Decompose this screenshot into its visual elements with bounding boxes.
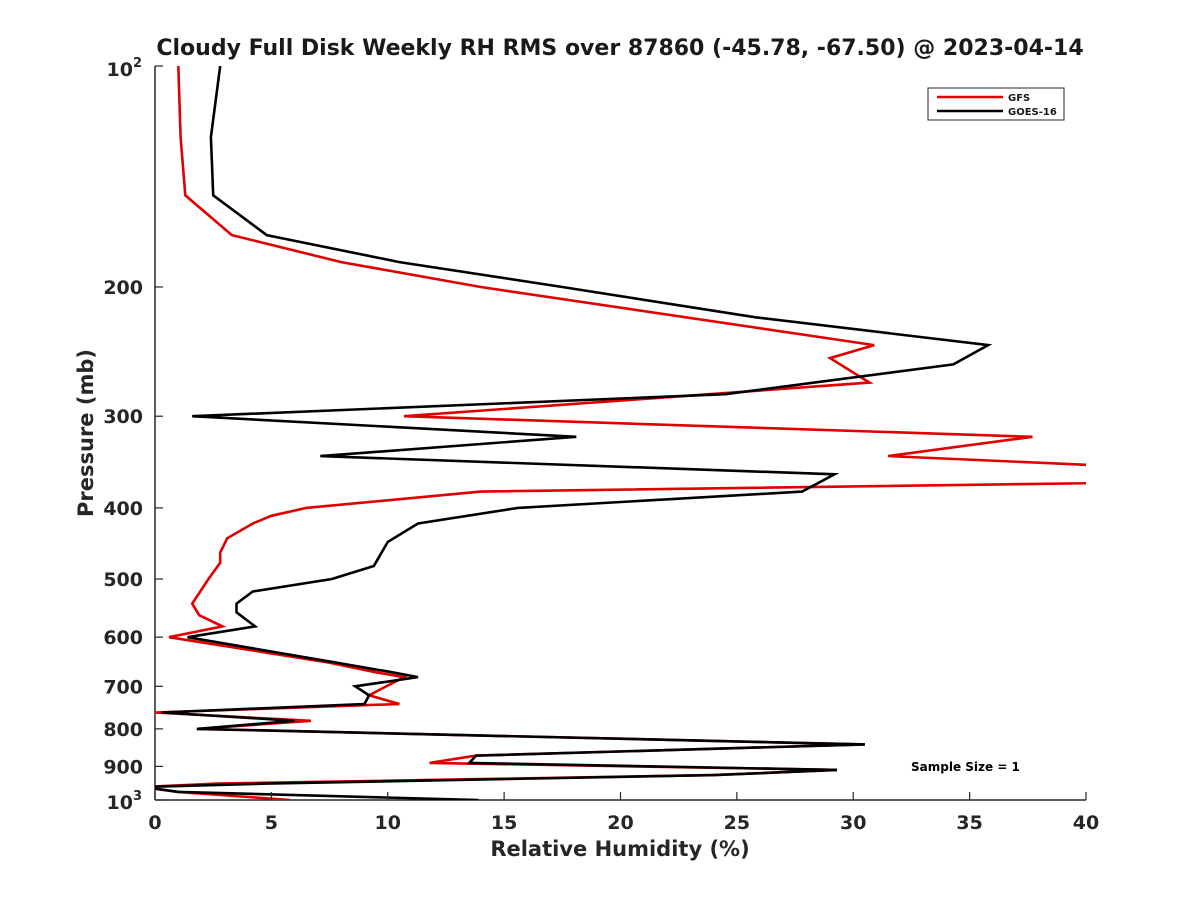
x-tick-label: 20 [607, 812, 633, 834]
chart-title: Cloudy Full Disk Weekly RH RMS over 8786… [156, 36, 1083, 61]
y-axis-label: Pressure (mb) [74, 349, 98, 517]
y-tick-label-bottom: 103 [107, 789, 143, 814]
y-tick-label: 900 [103, 756, 143, 778]
x-tick-label: 10 [375, 812, 401, 834]
legend: GFS GOES-16 [927, 87, 1065, 121]
y-tick-label: 200 [103, 277, 143, 299]
series-line-goes16 [155, 66, 993, 800]
y-tick-label: 300 [103, 406, 143, 428]
y-tick-label: 700 [103, 676, 143, 698]
x-tick-label: 25 [724, 812, 750, 834]
sample-size-annotation: Sample Size = 1 [911, 760, 1020, 774]
y-ticks: 200 300 400 500 600 700 800 900 [103, 65, 163, 801]
y-tick-label: 400 [103, 498, 143, 520]
x-tick-label: 30 [840, 812, 866, 834]
series-group [155, 66, 1086, 800]
series-line-gfs [155, 66, 1086, 800]
legend-label-gfs: GFS [1008, 93, 1030, 104]
y-tick-label: 800 [103, 719, 143, 741]
y-tick-label: 600 [103, 627, 143, 649]
legend-label-goes16: GOES-16 [1008, 107, 1057, 118]
x-ticks: 0 5 10 15 20 25 30 35 40 [148, 792, 1099, 834]
y-tick-label-top: 102 [107, 56, 143, 81]
x-tick-label: 35 [956, 812, 982, 834]
x-tick-label: 5 [265, 812, 278, 834]
y-tick-label: 500 [103, 569, 143, 591]
x-axis-label: Relative Humidity (%) [490, 837, 749, 861]
legend-box [927, 87, 1065, 121]
x-tick-label: 15 [491, 812, 517, 834]
x-tick-label: 0 [148, 812, 161, 834]
x-tick-label: 40 [1073, 812, 1099, 834]
